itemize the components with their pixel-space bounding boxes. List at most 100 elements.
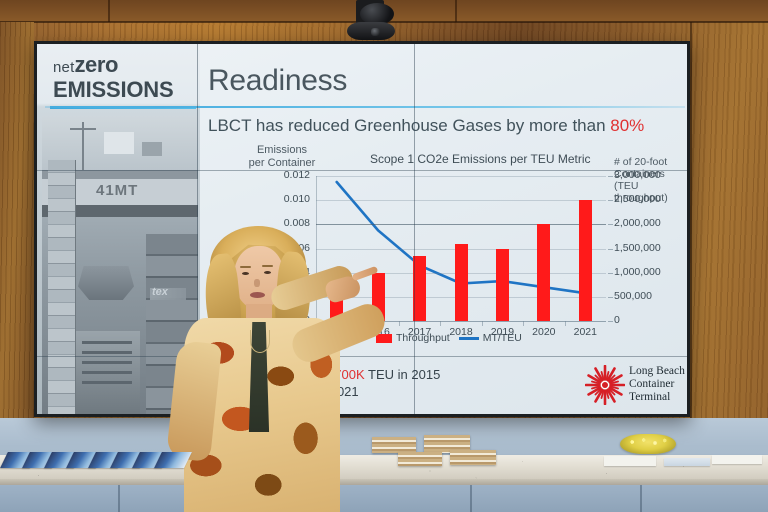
port-terminal-photo: T 41MT tex — [42, 116, 198, 414]
chart-bar — [537, 224, 551, 321]
cabinet-seam — [470, 485, 472, 512]
photo-spreader — [78, 266, 134, 300]
left-axis-title-line1: Emissions — [256, 144, 308, 156]
presenter-brow-right — [262, 265, 273, 267]
chart-bar — [578, 200, 592, 321]
right-axis-tick-label: 1,000,000 — [614, 265, 661, 278]
legend-item-throughput: Throughput — [376, 332, 450, 344]
photo-container-text: tex — [152, 286, 168, 298]
right-axis-tick-label: 0 — [614, 314, 620, 326]
legend-bar-swatch-icon — [376, 333, 392, 343]
subheading-text: LBCT has reduced Greenhouse Gases by mor… — [208, 116, 611, 135]
presenter-mouth — [250, 292, 265, 298]
wood-item-stack — [372, 437, 416, 453]
photo-crane-box — [142, 142, 162, 156]
cabinet-seam — [640, 485, 642, 512]
chart-x-tick-label: 2018 — [449, 326, 473, 338]
photo-crane-cabin — [104, 132, 134, 154]
presenter-brow-left — [240, 266, 251, 268]
wood-item-stack — [424, 435, 470, 453]
right-axis-tick-label: 2,000,000 — [614, 217, 661, 230]
chart-x-axis — [316, 321, 606, 322]
brand-emissions-word: EMISSIONS — [53, 77, 174, 102]
counter-edge — [0, 479, 768, 486]
presenter-person — [165, 226, 390, 512]
chart-bar — [413, 255, 427, 321]
chart-tick-mark — [608, 224, 613, 226]
chart-tick-mark — [608, 176, 613, 177]
chart-bar — [495, 248, 509, 321]
slide-brand-column: netzero EMISSIONS T 41MT — [37, 44, 200, 414]
wood-wall-seam — [690, 22, 692, 462]
chart-bar — [454, 243, 468, 321]
presenter-eye-left — [242, 272, 249, 275]
photo-gantry-beam — [42, 170, 198, 179]
photo-crane-mast — [82, 122, 84, 172]
right-axis-title-line2: Containers — [614, 168, 665, 180]
paper-sheet — [604, 456, 656, 466]
chart-gridline — [316, 321, 606, 322]
left-axis-title: Emissions per Container — [238, 144, 326, 170]
legend-line-swatch-icon — [458, 336, 479, 340]
wood-item-stack — [450, 450, 496, 465]
paper-sheet — [664, 458, 710, 466]
wood-item-stack — [398, 452, 442, 466]
presenter-eye-right — [264, 271, 271, 274]
right-axis-tick-label: 1,500,000 — [614, 241, 661, 254]
starburst-icon — [585, 365, 625, 405]
chart-x-tick-mark — [523, 321, 525, 326]
video-wall-display[interactable]: netzero EMISSIONS T 41MT — [34, 41, 690, 417]
cabinet-row — [0, 485, 768, 512]
display-panel-seam — [37, 356, 687, 357]
right-axis-title: # of 20-foot Containers (TEU throughput) — [614, 156, 687, 204]
ceiling-panel-seam — [455, 0, 457, 22]
logo-line-3: Terminal — [629, 391, 671, 403]
chart-tick-mark — [608, 248, 613, 250]
lbct-logo-text: Long Beach Container Terminal — [629, 365, 685, 404]
chart-tick-mark — [608, 321, 613, 322]
chart-tick-mark — [608, 200, 613, 202]
presenter-nose — [254, 279, 260, 287]
presenter-necklace — [250, 330, 270, 353]
chart-x-tick-label: 2021 — [573, 326, 597, 338]
chart-x-tick-mark — [481, 321, 483, 326]
chart-gridline — [316, 224, 606, 226]
title-underline-rule — [45, 106, 685, 108]
brand-zero-word: zero — [74, 52, 119, 77]
subheading-highlight: 80% — [610, 116, 645, 135]
lbct-logo: Long Beach Container Terminal — [585, 364, 685, 408]
chart-x-tick-label: 2019 — [490, 326, 515, 338]
chart-plot-area: 3,000,000 0.012 2,500,000 0.010 2,000,000 0.0… — [284, 169, 661, 338]
logo-line-1: Long Beach — [629, 365, 685, 377]
left-axis-tick-label: 0.012 — [283, 169, 310, 181]
logo-line-2: Container — [629, 378, 675, 390]
left-axis-title-line2: per Container — [248, 157, 316, 169]
brand-net-word: net — [53, 59, 75, 76]
brochure-fan — [0, 452, 194, 470]
paper-sheet — [712, 455, 762, 464]
legend-item-mtteu: MT/TEU — [458, 332, 522, 344]
right-axis-tick-label: 3,000,000 — [614, 169, 661, 181]
photo-container-stack-left — [48, 160, 76, 414]
display-panel-seam — [37, 170, 687, 171]
ceiling-panel-seam — [108, 0, 110, 22]
right-axis-tick-label: 2,500,000 — [614, 193, 661, 206]
right-axis-title-line3: (TEU throughput) — [614, 180, 668, 204]
wood-wall-column — [0, 22, 34, 462]
chart-x-tick-mark — [398, 321, 400, 326]
net-zero-emissions-logo: netzero EMISSIONS — [53, 54, 193, 102]
chart-gridline — [316, 176, 606, 177]
chart-tick-mark — [608, 272, 613, 274]
chart-tick-mark — [608, 296, 613, 298]
chart-legend: Throughput MT/TEU — [376, 332, 522, 344]
chart-y-axis — [316, 176, 317, 321]
legend-label-throughput: Throughput — [396, 332, 450, 344]
ptz-camera-icon — [360, 3, 394, 25]
display-panel-seam — [197, 44, 198, 414]
display-bezel — [34, 41, 690, 417]
chart-x-tick-label: 2020 — [532, 326, 556, 338]
camera-lens-icon — [371, 28, 380, 36]
brochure-item — [154, 452, 192, 468]
caption-highlight-700k: 700K — [334, 367, 365, 382]
